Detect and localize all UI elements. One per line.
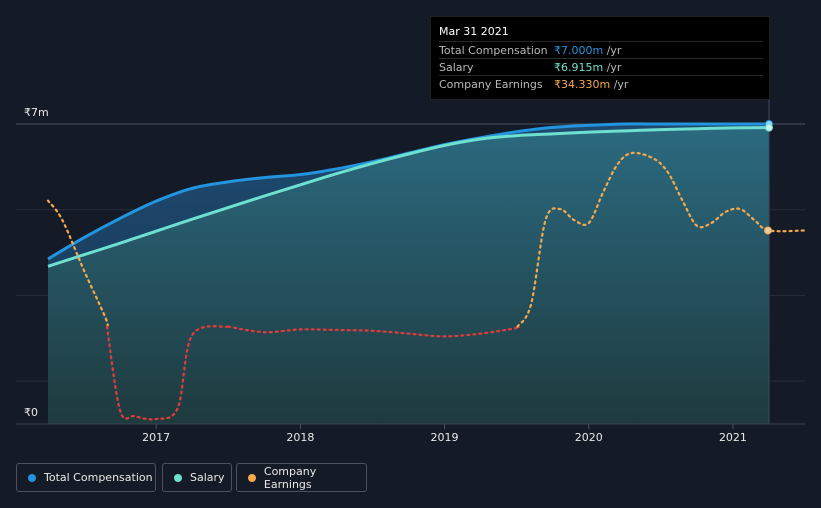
earnings-line-positive: [516, 151, 807, 328]
salary-line: [47, 126, 770, 268]
hover-markers: [764, 120, 773, 235]
legend-label: Total Compensation: [44, 471, 153, 484]
salary-marker: [765, 123, 773, 132]
x-tick-label: 2017: [142, 431, 170, 444]
tooltip-value: ₹6.915m /yr: [554, 61, 622, 74]
y-tick-label-zero: ₹0: [24, 406, 38, 419]
tooltip-value: ₹34.330m /yr: [554, 78, 629, 91]
legend-dot-icon: [248, 473, 256, 482]
series-lines: [46, 122, 807, 421]
earnings-marker: [764, 226, 772, 235]
tooltip-label: Salary: [439, 61, 474, 74]
legend-salary[interactable]: Salary: [162, 463, 232, 492]
tooltip-row-company-earnings: Company Earnings ₹34.330m /yr: [439, 75, 763, 92]
legend-dot-icon: [174, 473, 182, 482]
x-tick-label: 2018: [286, 431, 314, 444]
y-tick-label-max: ₹7m: [24, 106, 49, 119]
earnings-line-negative: [105, 325, 230, 421]
tooltip-date: Mar 31 2021: [439, 25, 509, 38]
tooltip: Mar 31 2021 Total Compensation ₹7.000m /…: [430, 16, 770, 100]
x-axis-ticks: 2017 2018 2019 2020 2021: [142, 424, 747, 444]
legend-total-compensation[interactable]: Total Compensation: [16, 463, 156, 492]
tooltip-row-total-compensation: Total Compensation ₹7.000m /yr: [439, 41, 763, 58]
x-tick-label: 2019: [431, 431, 459, 444]
tooltip-label: Total Compensation: [439, 44, 548, 57]
earnings-line-negative: [227, 325, 521, 338]
legend-label: Company Earnings: [263, 464, 317, 491]
earnings-line-positive: [46, 199, 109, 328]
tooltip-label: Company Earnings: [439, 78, 543, 91]
legend-company-earnings[interactable]: Company Earnings: [236, 463, 367, 492]
salary-area: [48, 127, 769, 425]
tooltip-row-salary: Salary ₹6.915m /yr: [439, 58, 763, 75]
legend-label: Salary: [190, 471, 225, 484]
x-tick-label: 2020: [575, 431, 603, 444]
legend-dot-icon: [28, 473, 36, 482]
x-tick-label: 2021: [719, 431, 747, 444]
tooltip-value: ₹7.000m /yr: [554, 44, 622, 57]
